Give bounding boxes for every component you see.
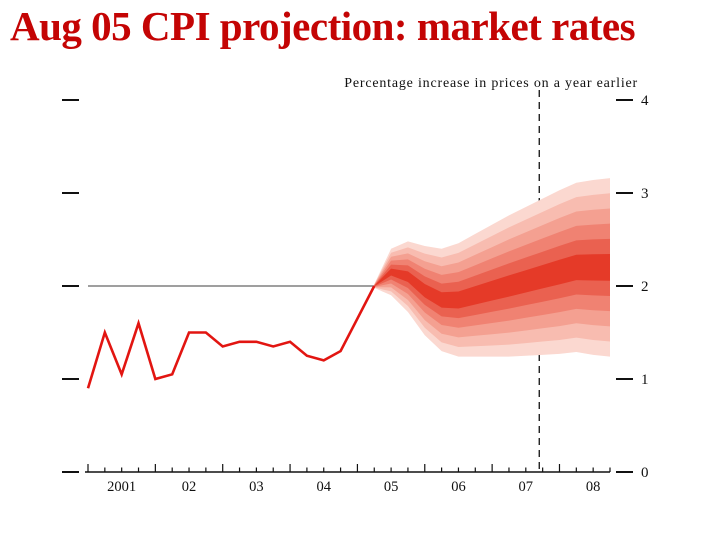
x-tick-label: 05	[384, 479, 399, 495]
history-line	[86, 285, 376, 389]
fan-band-5	[374, 254, 610, 309]
page-title: Aug 05 CPI projection: market rates	[10, 3, 636, 49]
y-tick-label: 4	[641, 93, 649, 109]
y-tick-label: 1	[641, 372, 649, 388]
chart-subtitle: Percentage increase in prices on a year …	[344, 76, 638, 91]
y-tick-label: 0	[641, 465, 649, 481]
x-tick-label: 04	[316, 479, 331, 495]
x-tick-label: 03	[249, 479, 264, 495]
y-tick-label: 2	[641, 279, 649, 295]
x-tick-label: 07	[519, 479, 534, 495]
y-tick-label: 3	[641, 186, 649, 202]
x-tick-label: 08	[586, 479, 601, 495]
x-tick-label: 02	[182, 479, 197, 495]
x-tick-label: 06	[451, 479, 466, 495]
x-tick-label: 2001	[107, 479, 136, 495]
